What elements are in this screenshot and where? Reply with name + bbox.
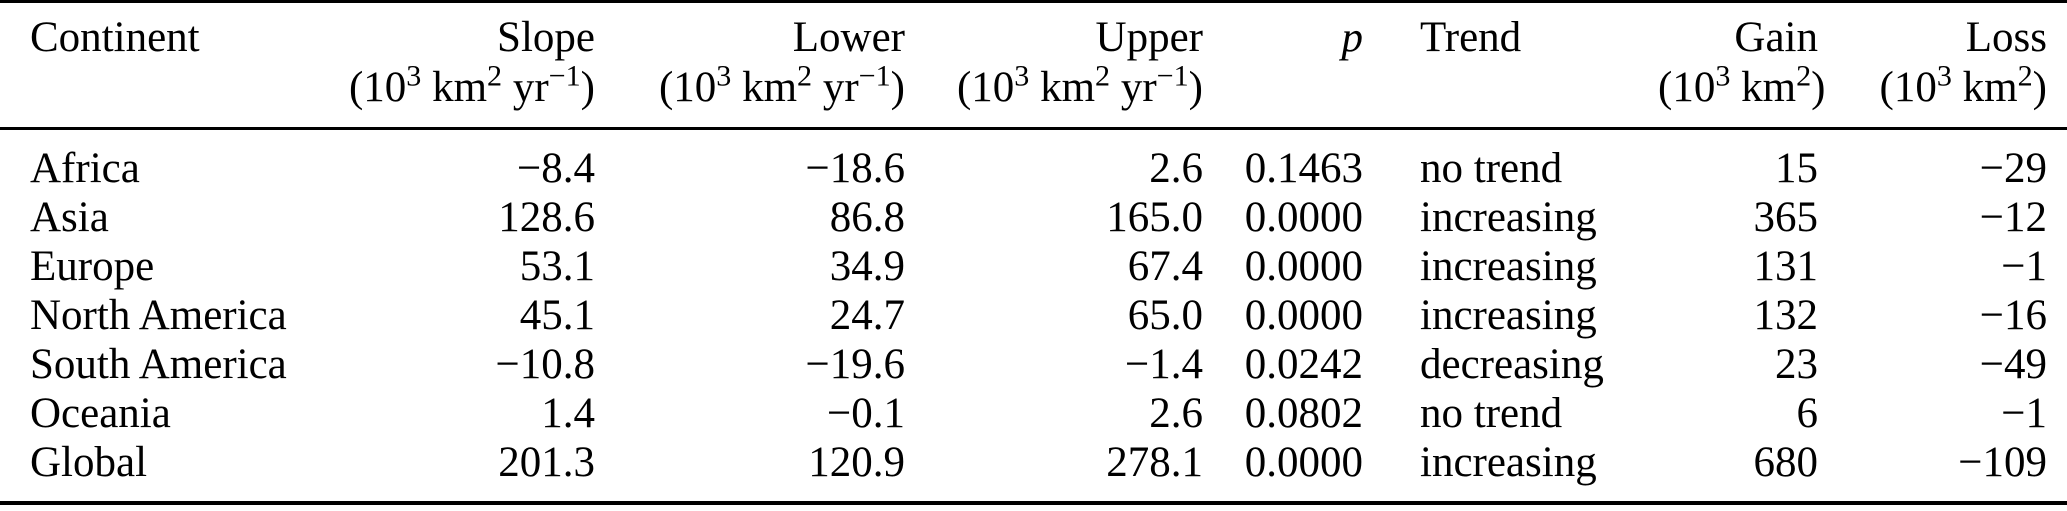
cell-slope: 45.1 <box>519 292 595 339</box>
table-row: North America 45.1 24.7 65.0 0.0000 increasin… <box>0 291 2067 340</box>
cell-gain: 15 <box>1775 145 1818 192</box>
table-row: Africa −8.4 −18.6 2.6 0.1463 no trend 15 −29 <box>0 129 2067 194</box>
column-label-lower: Lower <box>792 14 905 61</box>
column-unit-gain: (103 km2) <box>1658 58 1826 111</box>
column-header-continent: Continent <box>0 1 330 130</box>
cell-p: 0.0000 <box>1244 292 1363 339</box>
cell-continent: Europe <box>30 243 155 290</box>
table-header: Continent Slope (103 km2 yr−1) Lower (103 km… <box>0 1 2067 130</box>
column-label-p: p <box>1341 14 1364 61</box>
cell-continent: Africa <box>30 145 140 192</box>
column-header-trend: Trend <box>1363 1 1658 130</box>
cell-continent: North America <box>30 292 287 339</box>
column-label-trend: Trend <box>1420 14 1522 61</box>
table-row: South America −10.8 −19.6 −1.4 0.0242 decreas… <box>0 340 2067 389</box>
cell-slope: −10.8 <box>495 341 595 388</box>
cell-upper: 2.6 <box>1149 390 1203 437</box>
cell-p: 0.1463 <box>1244 145 1363 192</box>
column-label-upper: Upper <box>1095 14 1203 61</box>
cell-upper: 65.0 <box>1127 292 1203 339</box>
cell-loss: −29 <box>1979 145 2047 192</box>
table-row: Oceania 1.4 −0.1 2.6 0.0802 no trend 6 −1 <box>0 389 2067 438</box>
cell-gain: 365 <box>1753 194 1819 241</box>
cell-gain: 6 <box>1796 390 1819 437</box>
cell-upper: −1.4 <box>1124 341 1203 388</box>
column-header-gain: Gain (103 km2) <box>1658 1 1826 130</box>
cell-gain: 23 <box>1775 341 1818 388</box>
cell-lower: −19.6 <box>805 341 905 388</box>
cell-slope: 128.6 <box>498 194 595 241</box>
column-header-upper: Upper (103 km2 yr−1) <box>905 1 1203 130</box>
cell-loss: −109 <box>1958 439 2047 486</box>
cell-continent: South America <box>30 341 287 388</box>
column-header-lower: Lower (103 km2 yr−1) <box>595 1 905 130</box>
column-header-loss: Loss (103 km2) <box>1818 1 2067 130</box>
column-header-p: p <box>1203 1 1364 130</box>
cell-p: 0.0000 <box>1244 194 1363 241</box>
column-label-continent: Continent <box>30 14 200 61</box>
cell-upper: 2.6 <box>1149 145 1203 192</box>
cell-slope: −8.4 <box>516 145 595 192</box>
header-row: Continent Slope (103 km2 yr−1) Lower (103 km… <box>0 1 2067 130</box>
cell-p: 0.0802 <box>1244 390 1363 437</box>
cell-loss: −16 <box>1979 292 2047 339</box>
table-body: Africa −8.4 −18.6 2.6 0.1463 no trend 15 −29 Asi… <box>0 129 2067 504</box>
cell-continent: Oceania <box>30 390 171 437</box>
cell-p: 0.0000 <box>1244 243 1363 290</box>
column-label-slope: Slope <box>497 14 595 61</box>
cell-loss: −49 <box>1979 341 2047 388</box>
cell-trend: increasing <box>1420 292 1597 339</box>
cell-slope: 201.3 <box>498 439 595 486</box>
cell-loss: −12 <box>1979 194 2047 241</box>
cell-upper: 165.0 <box>1106 194 1203 241</box>
table-row: Global 201.3 120.9 278.1 0.0000 increasing 680… <box>0 438 2067 503</box>
cell-trend: increasing <box>1420 243 1597 290</box>
cell-trend: increasing <box>1420 194 1597 241</box>
table-row: Europe 53.1 34.9 67.4 0.0000 increasing 131 −1 <box>0 242 2067 291</box>
cell-gain: 132 <box>1753 292 1819 339</box>
cell-trend: no trend <box>1420 390 1563 437</box>
column-unit-upper: (103 km2 yr−1) <box>956 58 1203 111</box>
cell-lower: 24.7 <box>829 292 905 339</box>
cell-upper: 67.4 <box>1127 243 1203 290</box>
cell-upper: 278.1 <box>1106 439 1203 486</box>
cell-p: 0.0242 <box>1244 341 1363 388</box>
cell-p: 0.0000 <box>1244 439 1363 486</box>
table-row: Asia 128.6 86.8 165.0 0.0000 increasing 365 −12 <box>0 193 2067 242</box>
cell-slope: 1.4 <box>541 390 595 437</box>
cell-lower: 86.8 <box>829 194 905 241</box>
cell-loss: −1 <box>2001 390 2047 437</box>
column-unit-slope: (103 km2 yr−1) <box>348 58 595 111</box>
cell-slope: 53.1 <box>519 243 595 290</box>
cell-continent: Global <box>30 439 148 486</box>
cell-gain: 131 <box>1753 243 1819 290</box>
cell-lower: 34.9 <box>829 243 905 290</box>
cell-trend: no trend <box>1420 145 1563 192</box>
cell-lower: −0.1 <box>826 390 905 437</box>
column-unit-loss: (103 km2) <box>1879 58 2047 111</box>
cell-lower: −18.6 <box>805 145 905 192</box>
column-header-slope: Slope (103 km2 yr−1) <box>330 1 595 130</box>
cell-lower: 120.9 <box>808 439 905 486</box>
cell-continent: Asia <box>30 194 109 241</box>
cell-trend: increasing <box>1420 439 1597 486</box>
cell-gain: 680 <box>1753 439 1819 486</box>
column-label-gain: Gain <box>1734 14 1818 61</box>
cell-loss: −1 <box>2001 243 2047 290</box>
column-unit-lower: (103 km2 yr−1) <box>658 58 905 111</box>
cell-trend: decreasing <box>1420 341 1604 388</box>
column-label-loss: Loss <box>1965 14 2047 61</box>
